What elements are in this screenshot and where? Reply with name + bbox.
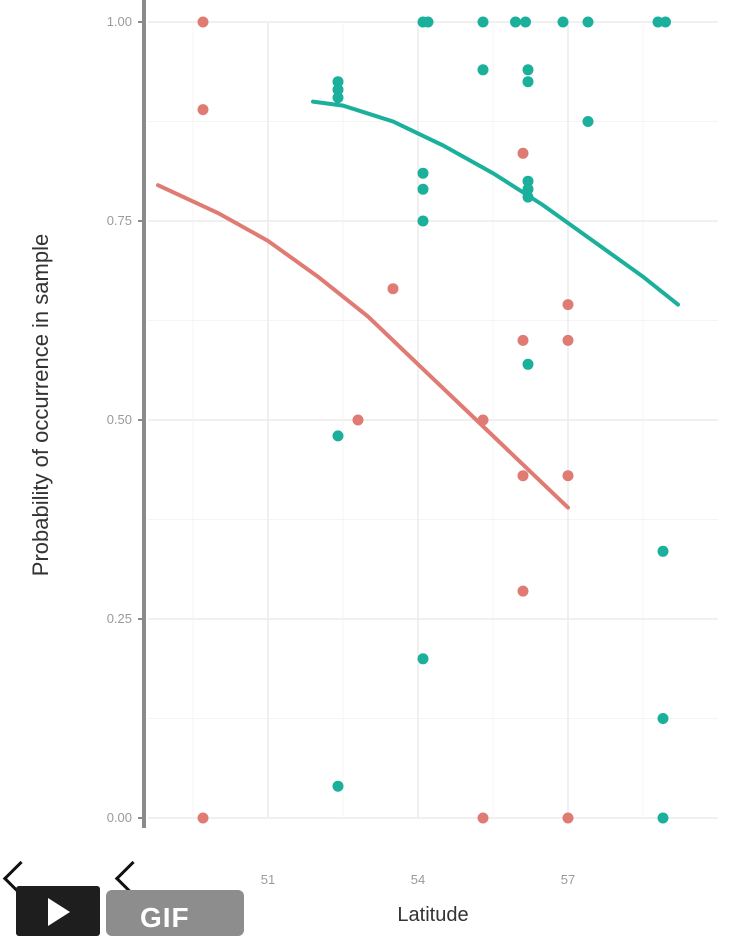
data-point-series-2 [332,780,344,792]
data-point-series-2 [477,64,489,76]
x-axis-ticks: 51 54 57 [261,872,575,887]
gif-label: GIF [140,902,190,933]
grid [148,21,718,819]
data-point-series-2 [657,812,669,824]
data-point-series-1 [562,334,574,346]
fit-lines [156,99,680,510]
data-point-series-2 [660,16,671,28]
data-point-series-1 [477,812,489,824]
data-point-series-2 [522,175,534,187]
data-point-series-2 [657,545,669,557]
data-point-series-2 [657,713,669,724]
data-point-series-1 [197,812,209,824]
fit-line-series-1 [156,183,570,510]
x-axis-title: Latitude [397,904,468,926]
data-point-series-2 [332,430,344,442]
data-point-series-1 [517,147,529,159]
y-tick-label: 0.25 [107,611,132,626]
media-controls: GIF [2,860,248,936]
data-point-series-2 [522,183,534,195]
fit-line-series-2 [311,99,680,307]
data-point-series-1 [352,414,364,426]
data-points [197,16,671,824]
data-point-series-1 [562,470,574,482]
data-point-series-2 [522,64,534,76]
data-point-series-1 [517,334,529,346]
data-point-series-1 [517,585,529,597]
data-point-series-2 [520,16,531,28]
data-point-series-2 [417,215,429,227]
data-point-series-2 [522,76,534,88]
data-point-series-1 [197,16,209,28]
data-point-series-1 [387,283,399,295]
x-tick-label: 54 [411,872,425,887]
y-tick-label: 0.50 [107,412,132,427]
data-point-series-2 [582,16,594,28]
data-point-series-2 [522,358,534,370]
play-icon [48,898,70,926]
y-tick-label: 0.75 [107,213,132,228]
x-tick-label: 57 [561,872,575,887]
data-point-series-1 [477,414,489,426]
data-point-series-2 [510,16,521,28]
data-point-series-2 [417,653,429,665]
data-point-series-2 [522,191,534,203]
data-point-series-2 [582,116,594,127]
y-axis-title: Probability of occurrence in sample [28,234,53,576]
y-tick-label: 1.00 [107,14,132,29]
data-point-series-1 [197,104,209,116]
y-axis-ticks: 0.00 0.25 0.50 0.75 1.00 [107,14,144,825]
data-point-series-2 [332,92,344,104]
gif-button[interactable]: GIF [106,890,244,936]
data-point-series-1 [562,299,574,311]
data-point-series-1 [562,812,574,824]
data-point-series-1 [517,470,529,482]
data-point-series-2 [332,84,344,96]
data-point-series-2 [332,76,344,88]
data-point-series-2 [417,167,429,179]
x-tick-label: 51 [261,872,275,887]
data-point-series-2 [417,183,429,195]
play-button[interactable] [16,886,100,936]
data-point-series-2 [557,16,569,28]
y-tick-label: 0.00 [107,810,132,825]
data-point-series-2 [477,16,489,28]
data-point-series-2 [422,16,434,28]
